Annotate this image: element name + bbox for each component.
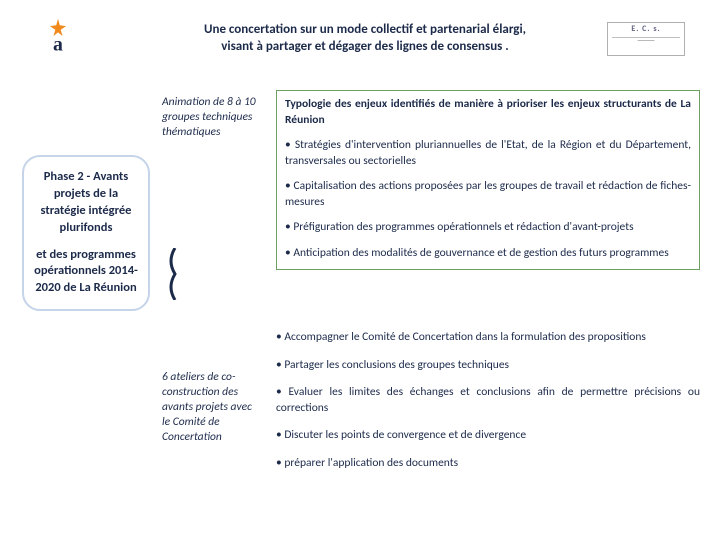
box1-item: • Anticipation des modalités de gouverna…	[285, 246, 691, 262]
box1-item: • Capitalisation des actions proposées p…	[285, 179, 691, 210]
box2-item: • Partager les conclusions des groupes t…	[276, 358, 700, 374]
box1-item: • Stratégies d'intervention pluriannuell…	[285, 138, 691, 169]
mid-text-top: Animation de 8 à 10 groupes techniques t…	[162, 95, 260, 140]
box1-item: • Préfiguration des programmes opération…	[285, 220, 691, 236]
corner-badge: E. C. s. ━━━━━━━	[607, 22, 685, 56]
box2-item: • Discuter les points de convergence et …	[276, 428, 700, 444]
mid-text-bottom: 6 ateliers de co-construction des avants…	[162, 370, 260, 445]
logo: a	[40, 18, 76, 54]
content-box-top: Typologie des enjeux identifiés de maniè…	[276, 90, 700, 270]
page-title: Une concertation sur un mode collectif e…	[150, 22, 580, 56]
bracket-icon	[165, 248, 205, 300]
content-box-bottom: • Accompagner le Comité de Concertation …	[276, 330, 700, 483]
svg-text:a: a	[53, 33, 63, 54]
title-text: Une concertation sur un mode collectif e…	[204, 22, 526, 54]
phase-part1: Phase 2 - Avants projets de la stratégie…	[32, 169, 140, 237]
box2-item: • préparer l'application des documents	[276, 456, 700, 472]
box2-item: • Evaluer les limites des échanges et co…	[276, 385, 700, 416]
badge-line1: E. C. s.	[608, 25, 684, 35]
box2-item: • Accompagner le Comité de Concertation …	[276, 330, 700, 346]
box1-heading: Typologie des enjeux identifiés de maniè…	[285, 97, 691, 128]
phase-box: Phase 2 - Avants projets de la stratégie…	[22, 155, 150, 311]
phase-part2: et des programmes opérationnels 2014-202…	[32, 247, 140, 298]
